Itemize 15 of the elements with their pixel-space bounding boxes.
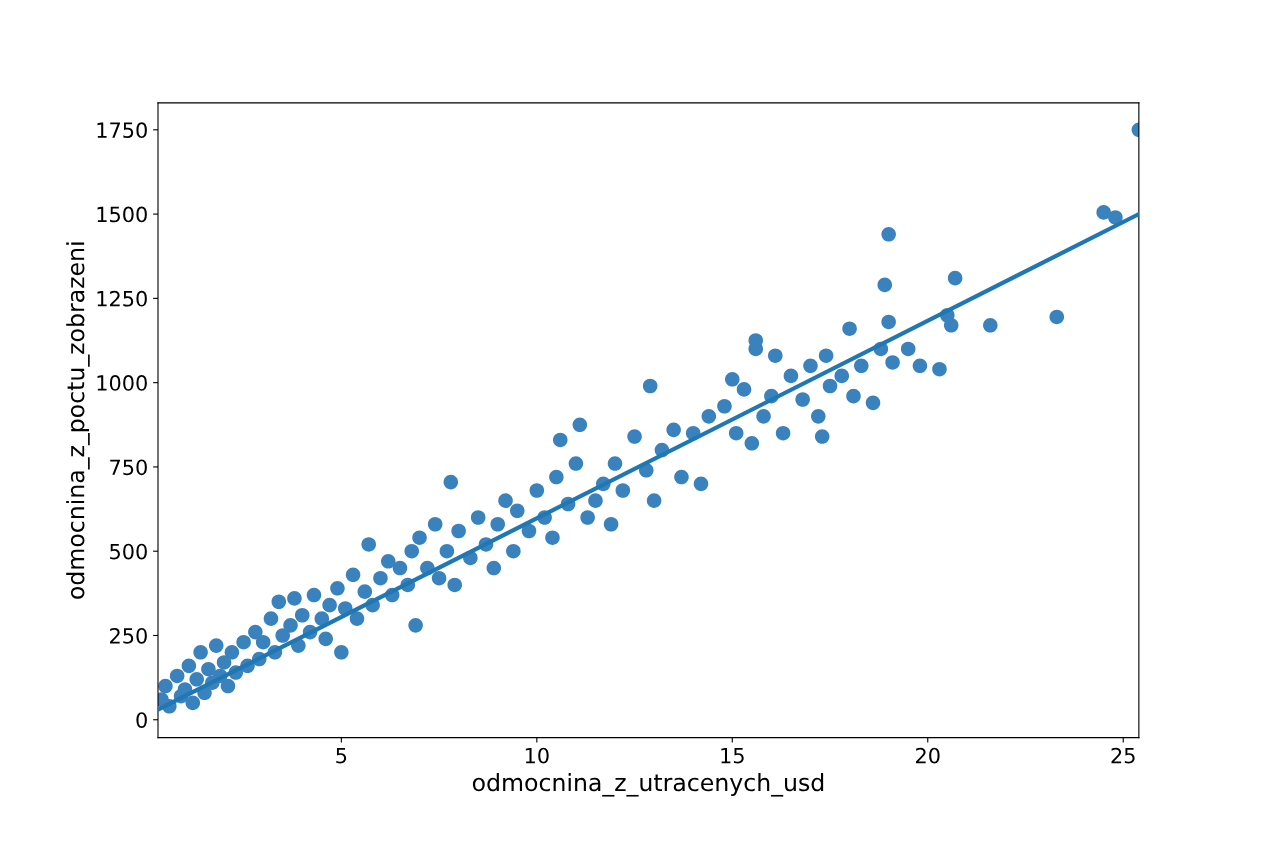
x-tick-label: 5 <box>336 747 347 764</box>
x-axis-title: odmocnina_z_utracenych_usd <box>472 773 824 797</box>
x-tick-label: 10 <box>525 747 549 764</box>
y-tick-label: 0 <box>136 712 147 728</box>
y-tick-label: 250 <box>110 627 147 644</box>
y-tick-label: 1750 <box>97 122 147 139</box>
y-tick-label: 1500 <box>97 206 147 223</box>
x-tick-label: 25 <box>1111 747 1135 764</box>
x-tick-label: 15 <box>721 747 744 764</box>
y-tick-label: 500 <box>110 543 147 560</box>
y-tick-label: 1000 <box>97 375 147 391</box>
y-tick-label: 750 <box>110 459 147 476</box>
y-axis-title: odmocnina_z_poctu_zobrazeni <box>66 242 90 599</box>
y-tick-label: 1250 <box>97 290 147 307</box>
x-tick-label: 20 <box>916 747 940 764</box>
